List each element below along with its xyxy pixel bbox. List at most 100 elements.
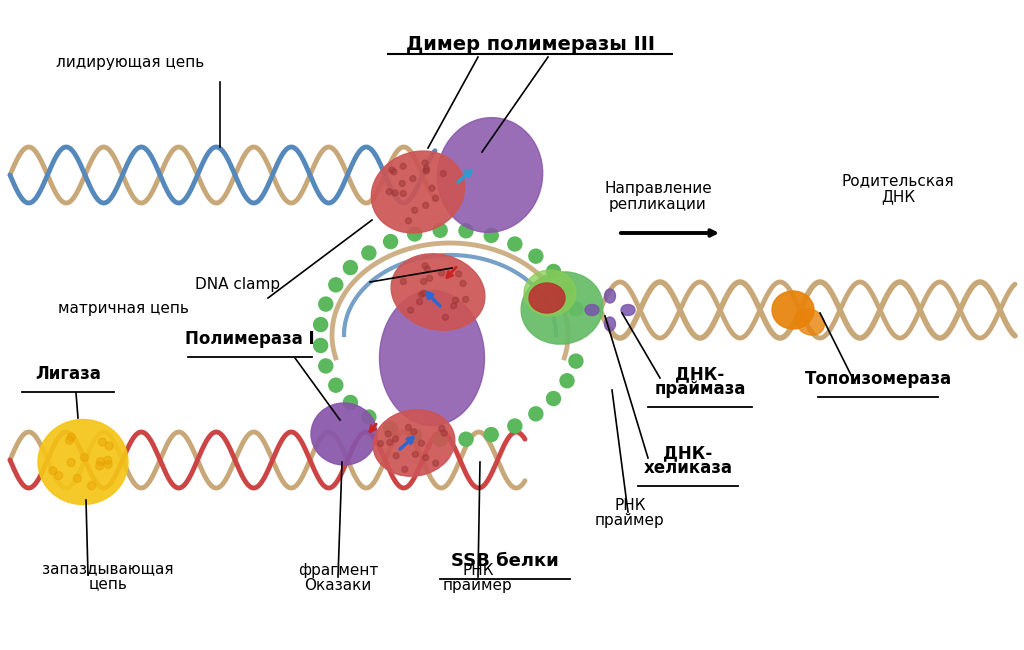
Ellipse shape xyxy=(372,151,465,233)
Circle shape xyxy=(87,482,95,489)
Text: Оказаки: Оказаки xyxy=(304,578,372,593)
Circle shape xyxy=(432,195,438,202)
Circle shape xyxy=(81,453,88,461)
Text: хеликаза: хеликаза xyxy=(643,459,732,477)
Circle shape xyxy=(560,374,574,388)
Circle shape xyxy=(528,249,543,263)
Circle shape xyxy=(463,296,469,302)
Text: РНК: РНК xyxy=(462,563,494,578)
Circle shape xyxy=(406,424,412,430)
Circle shape xyxy=(569,302,583,316)
Circle shape xyxy=(384,235,397,248)
Ellipse shape xyxy=(521,272,603,344)
Ellipse shape xyxy=(604,317,615,331)
Circle shape xyxy=(313,339,328,352)
Ellipse shape xyxy=(529,283,565,313)
Ellipse shape xyxy=(373,410,455,476)
Circle shape xyxy=(318,297,333,311)
Text: праймаза: праймаза xyxy=(654,380,745,398)
Circle shape xyxy=(401,467,408,473)
Circle shape xyxy=(547,265,560,278)
Circle shape xyxy=(459,432,473,446)
Text: Топоизомераза: Топоизомераза xyxy=(805,370,951,388)
Ellipse shape xyxy=(391,254,485,330)
Circle shape xyxy=(451,303,457,309)
Circle shape xyxy=(329,278,343,292)
Text: DNA clamp: DNA clamp xyxy=(195,278,281,292)
Circle shape xyxy=(456,271,462,277)
Circle shape xyxy=(419,440,425,446)
Text: ДНК-: ДНК- xyxy=(664,444,713,462)
Circle shape xyxy=(423,202,429,208)
Circle shape xyxy=(459,224,473,238)
Circle shape xyxy=(410,176,416,181)
Text: Полимераза I: Полимераза I xyxy=(185,330,314,348)
Circle shape xyxy=(105,442,113,450)
Text: ДНК: ДНК xyxy=(881,189,915,204)
Text: РНК: РНК xyxy=(614,498,646,513)
Circle shape xyxy=(408,307,414,313)
Circle shape xyxy=(438,270,444,276)
Circle shape xyxy=(423,168,429,174)
Text: матричная цепь: матричная цепь xyxy=(58,300,188,315)
Circle shape xyxy=(103,456,112,464)
Circle shape xyxy=(361,410,376,424)
Circle shape xyxy=(392,190,398,196)
Text: Родительская: Родительская xyxy=(842,173,954,188)
Text: Димер полимеразы III: Димер полимеразы III xyxy=(406,36,654,55)
Circle shape xyxy=(385,431,391,437)
Text: праймер: праймер xyxy=(595,513,665,528)
Circle shape xyxy=(423,454,429,461)
Ellipse shape xyxy=(604,289,615,303)
Circle shape xyxy=(528,407,543,421)
Circle shape xyxy=(438,425,444,432)
Text: Направление: Направление xyxy=(604,181,712,196)
Text: ДНК-: ДНК- xyxy=(676,365,725,383)
Circle shape xyxy=(413,451,418,458)
Circle shape xyxy=(400,190,407,196)
Ellipse shape xyxy=(38,419,128,504)
Text: цепь: цепь xyxy=(88,576,127,591)
Text: праймер: праймер xyxy=(443,578,513,593)
Circle shape xyxy=(422,263,428,269)
Circle shape xyxy=(378,441,383,447)
Circle shape xyxy=(393,453,399,459)
Circle shape xyxy=(417,299,423,305)
Circle shape xyxy=(318,359,333,373)
Circle shape xyxy=(392,436,398,442)
Ellipse shape xyxy=(380,291,484,426)
Ellipse shape xyxy=(311,403,377,465)
Text: репликации: репликации xyxy=(609,197,707,212)
Circle shape xyxy=(547,391,560,406)
Text: запаздывающая: запаздывающая xyxy=(42,561,174,576)
Circle shape xyxy=(96,458,104,465)
Circle shape xyxy=(429,185,435,191)
Circle shape xyxy=(400,163,407,169)
Circle shape xyxy=(484,428,499,441)
Circle shape xyxy=(406,218,412,224)
Circle shape xyxy=(66,436,74,445)
Circle shape xyxy=(343,395,357,410)
Circle shape xyxy=(74,474,81,482)
Circle shape xyxy=(408,429,422,443)
Circle shape xyxy=(427,276,432,281)
Circle shape xyxy=(68,433,76,441)
Circle shape xyxy=(569,354,583,368)
Circle shape xyxy=(104,460,112,469)
Circle shape xyxy=(484,228,499,242)
Circle shape xyxy=(313,318,328,332)
Circle shape xyxy=(408,227,422,241)
Ellipse shape xyxy=(437,118,543,232)
Circle shape xyxy=(441,430,447,436)
Circle shape xyxy=(440,170,446,177)
Ellipse shape xyxy=(796,309,824,335)
Circle shape xyxy=(391,169,397,175)
Circle shape xyxy=(508,237,522,251)
Circle shape xyxy=(422,160,428,166)
Ellipse shape xyxy=(772,291,814,329)
Circle shape xyxy=(387,439,393,445)
Ellipse shape xyxy=(585,304,599,315)
Circle shape xyxy=(560,282,574,296)
Circle shape xyxy=(433,433,447,447)
Circle shape xyxy=(384,421,397,436)
